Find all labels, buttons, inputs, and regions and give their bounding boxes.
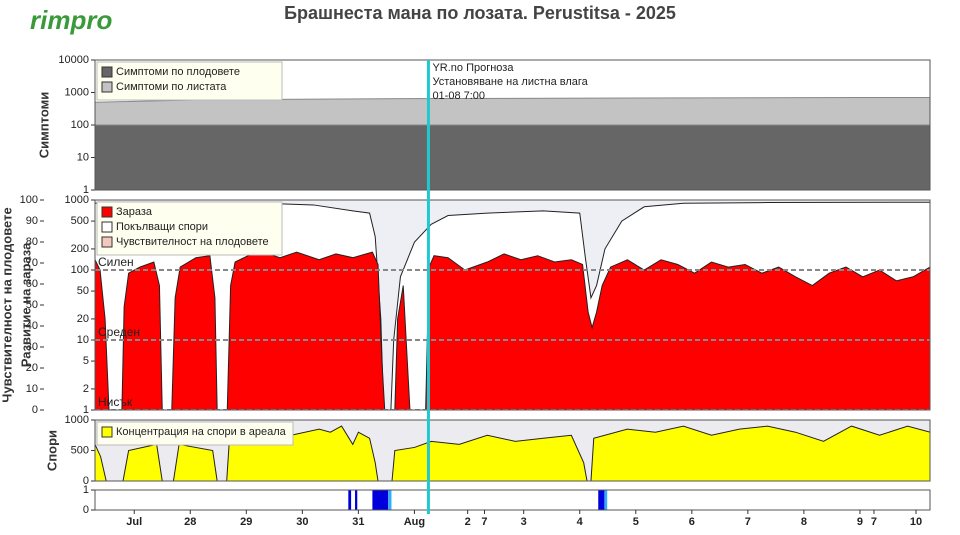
y-tick-label: 100 (71, 119, 89, 131)
x-tick-label: 29 (240, 516, 252, 528)
y-tick-label: 1 (83, 404, 89, 416)
legend-swatch (101, 81, 113, 93)
y-tick-label: 90 (26, 215, 38, 227)
y-tick-label: 70 (26, 257, 38, 269)
y-tick-label: 20 (26, 362, 38, 374)
level-label: Силен (98, 255, 134, 269)
area-outline (95, 251, 930, 410)
legend-box (96, 201, 283, 256)
x-tick-label: 2 (465, 516, 471, 528)
area-outline (95, 425, 930, 481)
x-tick-label: 28 (184, 516, 196, 528)
x-tick-label: 10 (910, 516, 922, 528)
logo: rimpro (30, 5, 112, 35)
bar (348, 490, 352, 510)
y2-axis-title: Развитие на зараза (18, 242, 33, 367)
x-tick-label: 4 (577, 516, 584, 528)
plot-frame (94, 489, 931, 511)
y-tick-label: 50 (77, 285, 89, 297)
legend-label: Зараза (116, 206, 153, 218)
bar (604, 490, 608, 510)
y-tick-label: 1000 (65, 86, 89, 98)
y-tick-label: 10 (77, 334, 89, 346)
bar (598, 490, 605, 510)
y-tick-label: 100 (71, 264, 89, 276)
y-tick-label: 0 (32, 404, 38, 416)
legend-label: Покълващи спори (116, 221, 208, 233)
x-tick-label: 7 (481, 516, 487, 528)
y-tick-label: 40 (26, 320, 38, 332)
level-label: Среден (98, 325, 140, 339)
plot-area (348, 490, 608, 510)
legend-label: Симптоми по плодовете (116, 66, 240, 78)
y-tick-label: 500 (71, 215, 89, 227)
legend-box (96, 421, 294, 446)
legend-box (96, 61, 283, 101)
plot-frame (94, 59, 931, 191)
area-outline (95, 201, 930, 410)
legend-label: Концентрация на спори в ареала (116, 426, 287, 438)
area (95, 426, 930, 481)
legend-label: Чувствителност на плодовете (116, 236, 269, 248)
x-tick-label: Aug (404, 516, 425, 528)
x-tick-label: 9 (857, 516, 863, 528)
legend-swatch (101, 206, 113, 218)
y-axis-title: Симптоми (36, 92, 51, 158)
chart-title: Брашнеста мана по лозата. Perustitsa - 2… (284, 3, 676, 23)
bar (355, 490, 358, 510)
plot-area (95, 201, 930, 410)
y-tick-label: 1000 (65, 194, 89, 206)
y-tick-label: 500 (71, 444, 89, 456)
x-tick-label: 6 (689, 516, 695, 528)
y-tick-label: 1 (83, 484, 89, 496)
y-axis-title: Спори (44, 430, 59, 471)
x-tick-label: 31 (352, 516, 364, 528)
y-tick-label: 1000 (65, 414, 89, 426)
area (95, 252, 930, 410)
x-tick-label: 7 (871, 516, 877, 528)
plot-frame (94, 199, 931, 411)
x-tick-label: 30 (296, 516, 308, 528)
y-tick-label: 2 (83, 383, 89, 395)
y-tick-label: 60 (26, 278, 38, 290)
legend-swatch (101, 426, 113, 438)
y-tick-label: 1 (83, 184, 89, 196)
y-tick-label: 50 (26, 299, 38, 311)
plot-frame (94, 419, 931, 482)
forecast-label: Установяване на листна влага (432, 76, 588, 88)
level-label: Нисък (98, 395, 133, 409)
legend-swatch (101, 66, 113, 78)
y-tick-label: 5 (83, 355, 89, 367)
y-tick-label: 80 (26, 236, 38, 248)
bar (372, 490, 389, 510)
x-tick-label: 7 (745, 516, 751, 528)
x-tick-label: 3 (521, 516, 527, 528)
area-outline (95, 97, 930, 103)
bar (388, 490, 392, 510)
plot-area (95, 97, 930, 190)
y-tick-label: 0 (83, 504, 89, 516)
plot-area (95, 425, 930, 481)
y-tick-label: 10 (77, 151, 89, 163)
legend-swatch (101, 236, 113, 248)
plot-background (95, 490, 930, 510)
forecast-label: 01-08 7:00 (432, 90, 485, 102)
legend-swatch (101, 221, 113, 233)
forecast-label: YR.no Прогноза (432, 62, 514, 74)
y-tick-label: 20 (77, 313, 89, 325)
x-tick-label: 5 (633, 516, 639, 528)
area (95, 125, 930, 190)
y-tick-label: 100 (20, 194, 38, 206)
y-tick-label: 10 (26, 383, 38, 395)
legend-label: Симптоми по листата (116, 81, 227, 93)
y-tick-label: 0 (83, 475, 89, 487)
y-tick-label: 30 (26, 341, 38, 353)
x-tick-label: 8 (801, 516, 807, 528)
y-axis-title: Чувствителност на плодовете (0, 207, 14, 402)
x-tick-label: Jul (126, 516, 142, 528)
y-tick-label: 10000 (58, 54, 89, 66)
y-tick-label: 200 (71, 243, 89, 255)
